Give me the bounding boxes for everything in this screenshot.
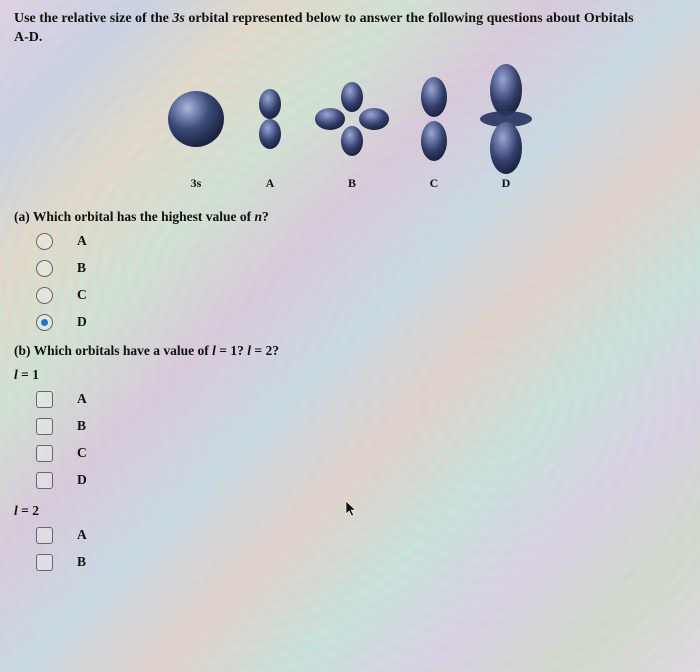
instructions-text: Use the relative size of the 3s orbital …: [14, 10, 686, 48]
orbital-figure: 3s A: [14, 56, 686, 191]
question-b-group1-label: l = 1: [14, 367, 686, 383]
question-a-text: (a) Which orbital has the highest value …: [14, 209, 686, 225]
orbital-C: C: [404, 56, 464, 191]
question-a-option-A[interactable]: A: [36, 233, 686, 250]
question-b-text: (b) Which orbitals have a value of l = 1…: [14, 343, 686, 359]
checkbox[interactable]: [36, 472, 53, 489]
option-label: A: [77, 233, 87, 249]
radio-button[interactable]: [36, 260, 53, 277]
option-label: A: [77, 527, 87, 543]
checkbox[interactable]: [36, 554, 53, 571]
radio-button[interactable]: [36, 314, 53, 331]
orbital-label-B: B: [348, 176, 356, 191]
question-b-l1-option-D[interactable]: D: [36, 472, 686, 489]
radio-button[interactable]: [36, 287, 53, 304]
orbital-3s: 3s: [164, 56, 228, 191]
question-b-l1-option-C[interactable]: C: [36, 445, 686, 462]
option-label: D: [77, 314, 87, 330]
orbital-label-3s: 3s: [191, 176, 202, 191]
orbital-label-C: C: [430, 176, 439, 191]
radio-button[interactable]: [36, 233, 53, 250]
orbital-D: D: [476, 56, 536, 191]
question-b-l1-option-B[interactable]: B: [36, 418, 686, 435]
question-b: (b) Which orbitals have a value of l = 1…: [14, 343, 686, 571]
checkbox[interactable]: [36, 418, 53, 435]
orbital-label-A: A: [266, 176, 275, 191]
question-a: (a) Which orbital has the highest value …: [14, 209, 686, 331]
option-label: B: [77, 418, 86, 434]
question-a-option-B[interactable]: B: [36, 260, 686, 277]
question-b-group2-label: l = 2: [14, 503, 686, 519]
option-label: B: [77, 260, 86, 276]
question-b-l2-option-A[interactable]: A: [36, 527, 686, 544]
question-b-l2-option-B[interactable]: B: [36, 554, 686, 571]
checkbox[interactable]: [36, 391, 53, 408]
question-a-option-D[interactable]: D: [36, 314, 686, 331]
option-label: A: [77, 391, 87, 407]
question-a-option-C[interactable]: C: [36, 287, 686, 304]
checkbox[interactable]: [36, 445, 53, 462]
checkbox[interactable]: [36, 527, 53, 544]
option-label: D: [77, 472, 87, 488]
question-b-l1-option-A[interactable]: A: [36, 391, 686, 408]
option-label: C: [77, 445, 87, 461]
orbital-B: B: [312, 56, 392, 191]
orbital-label-D: D: [502, 176, 511, 191]
orbital-A: A: [240, 56, 300, 191]
option-label: B: [77, 554, 86, 570]
option-label: C: [77, 287, 87, 303]
